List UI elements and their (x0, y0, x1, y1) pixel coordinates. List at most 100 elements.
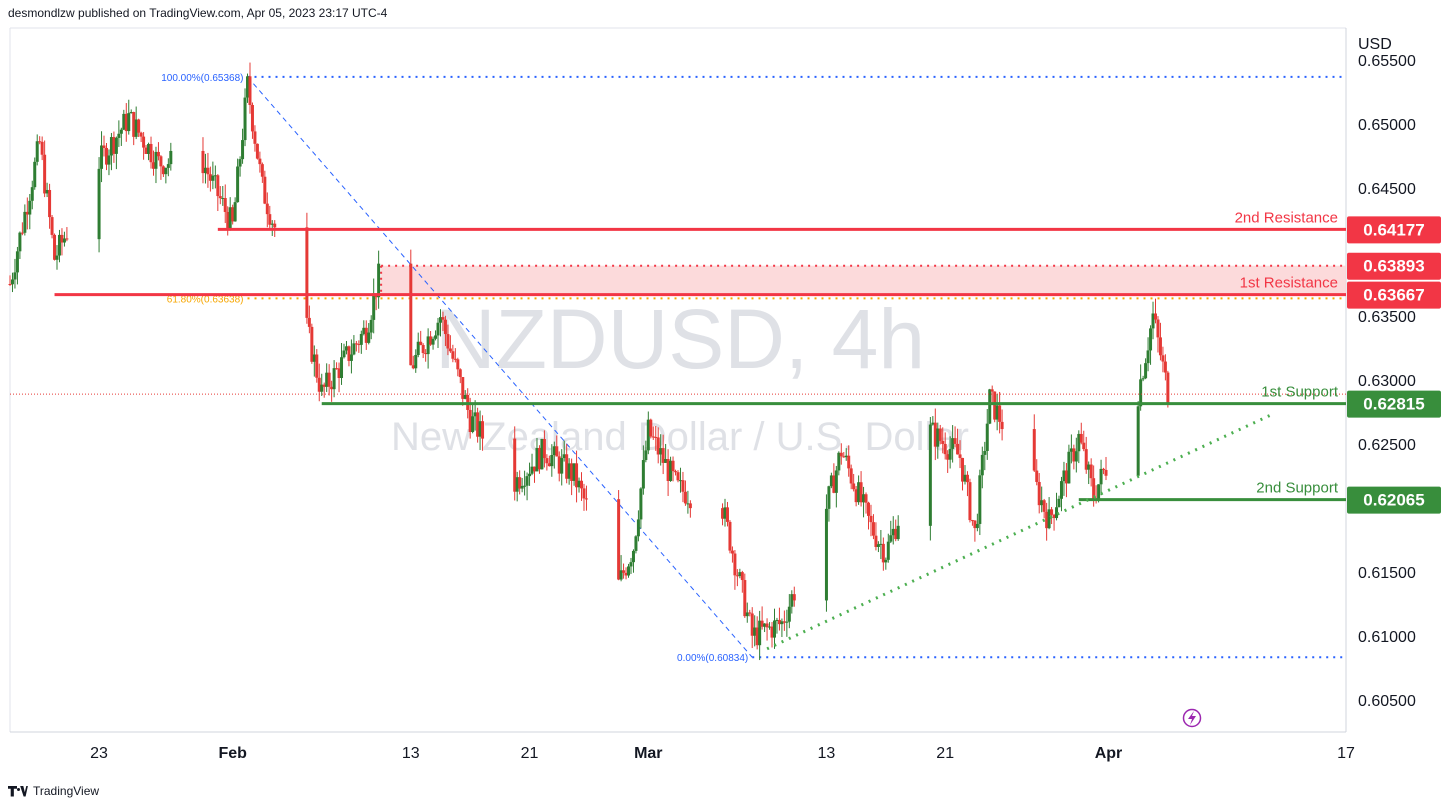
time-tick-label: 21 (936, 745, 954, 762)
candle-body (881, 543, 885, 563)
candle-body (725, 507, 729, 522)
candle-body (28, 200, 32, 215)
candle-body (874, 535, 878, 547)
candle-body (738, 572, 742, 577)
price-badge[interactable] (1347, 216, 1441, 244)
candle-body (1082, 442, 1086, 450)
candle-body (634, 536, 638, 551)
candle-body (995, 405, 999, 420)
candle-body (580, 480, 584, 489)
price-badge[interactable] (1347, 252, 1441, 280)
candle-body (1136, 406, 1140, 476)
candle-body (525, 476, 529, 486)
candle-body (651, 436, 655, 438)
candle-body (963, 474, 967, 482)
candle-body (1069, 448, 1073, 452)
candle-body (1050, 509, 1054, 515)
price-badge[interactable] (1347, 486, 1441, 514)
candle-body (557, 456, 561, 474)
candle-body (1062, 470, 1066, 482)
candle-body (448, 348, 452, 352)
time-axis[interactable]: 23 Feb 13 21 Mar 13 21 Apr 17 (90, 745, 1355, 762)
candle-body (310, 326, 314, 362)
candle-body (842, 456, 846, 458)
support-resistance-levels[interactable]: 2nd Resistance 0.64177 1st Resistance 0.636… (54, 209, 1441, 651)
candle-body (421, 345, 425, 354)
candle-body (560, 458, 564, 474)
candle-body (1055, 507, 1059, 519)
candle-body (1166, 372, 1170, 405)
candle-body (1079, 433, 1083, 443)
price-tick-label: 0.64500 (1358, 181, 1416, 198)
candle-body (471, 416, 475, 433)
candle-body (104, 147, 108, 165)
candle-body (161, 166, 165, 175)
candle-body (25, 211, 29, 215)
candle-body (552, 446, 556, 456)
candle-body (970, 520, 974, 522)
lightning-icon[interactable] (1182, 708, 1202, 728)
candle-body (40, 141, 44, 155)
price-badge[interactable] (1347, 281, 1441, 309)
candle-body (572, 463, 576, 481)
candle-body (978, 475, 982, 524)
candle-body (119, 129, 123, 134)
fib-trend-line (247, 76, 753, 658)
candle-body (1153, 313, 1157, 320)
candle-body (678, 480, 682, 482)
candle-body (654, 436, 658, 438)
candle-body (631, 550, 635, 563)
tradingview-logo-icon (8, 785, 28, 797)
candle-body (775, 619, 779, 621)
candle-body (619, 570, 623, 580)
candle-body (117, 133, 121, 138)
candle-body (208, 174, 212, 181)
candle-body (1042, 500, 1046, 512)
candle-body (790, 594, 794, 607)
price-tick-label: 0.63500 (1358, 309, 1416, 326)
candle-body (238, 159, 242, 167)
candle-body (867, 502, 871, 516)
candle-body (1097, 484, 1101, 500)
candle-body (896, 525, 900, 540)
candle-body (1099, 468, 1103, 485)
candle-body (956, 443, 960, 455)
candle-body (1141, 378, 1145, 380)
candle-body (946, 454, 950, 460)
candle-body (312, 354, 316, 362)
candle-body (426, 336, 430, 355)
candle-body (953, 438, 957, 444)
candle-body (315, 354, 319, 378)
candle-body (107, 155, 111, 165)
candle-body (537, 448, 541, 470)
candle-body (372, 293, 376, 320)
candle-body (473, 412, 477, 417)
price-axis[interactable]: 0.65500 0.65000 0.64500 0.63500 0.63000 0.625… (1358, 53, 1416, 710)
candle-body (221, 198, 225, 200)
candle-body (342, 350, 346, 358)
time-tick-label: 13 (818, 745, 836, 762)
candle-body (481, 421, 485, 439)
candle-body (570, 463, 574, 481)
fibonacci-retracement[interactable]: 100.00%(0.65368) 61.80%(0.63638) 0.00%(0.6… (161, 73, 1346, 664)
footer-brand[interactable]: TradingView (8, 784, 99, 798)
candle-body (216, 175, 220, 197)
candle-body (206, 167, 210, 175)
candle-body (159, 156, 163, 167)
candle-body (728, 521, 732, 551)
candle-body (169, 150, 173, 165)
price-tick-label: 0.62500 (1358, 437, 1416, 454)
candle-body (124, 113, 128, 132)
candle-body (1163, 361, 1167, 373)
price-tick-label: 0.65500 (1358, 53, 1416, 70)
candle-body (827, 486, 831, 509)
candle-body (8, 284, 12, 285)
candle-body (411, 365, 415, 369)
candle-body (1067, 451, 1071, 484)
currency-label[interactable]: USD (1358, 36, 1392, 53)
candle-body (127, 113, 131, 132)
candle-body (142, 136, 146, 148)
price-badge[interactable] (1347, 390, 1441, 418)
candle-body (555, 446, 559, 457)
